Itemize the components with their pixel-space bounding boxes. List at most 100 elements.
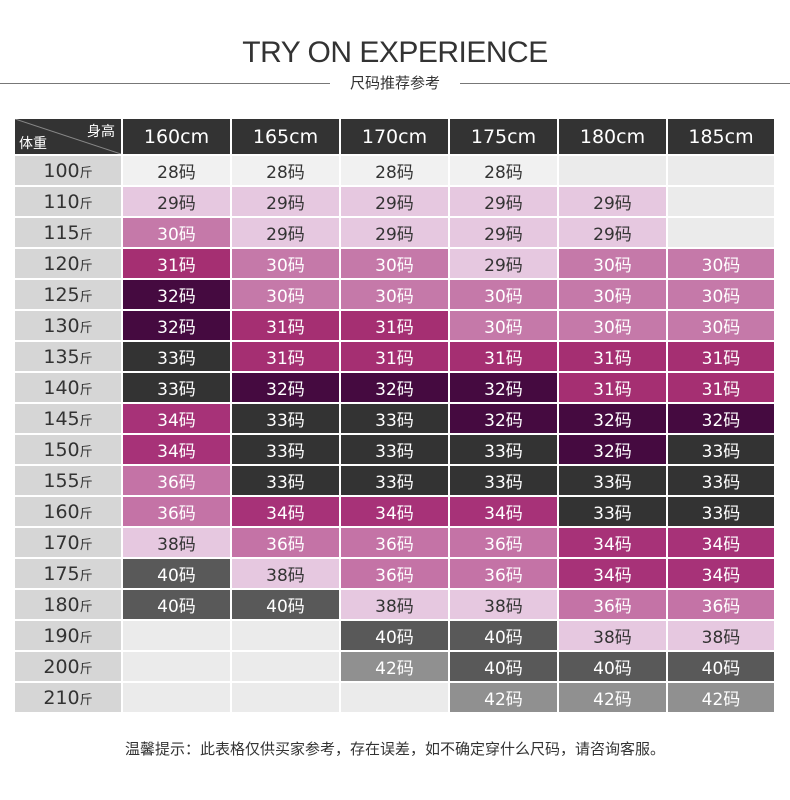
height-header-cell: 165cm bbox=[232, 119, 339, 154]
size-cell: 40码 bbox=[341, 621, 448, 650]
size-cell: 30码 bbox=[559, 311, 666, 340]
weight-unit: 斤 bbox=[79, 382, 93, 398]
height-header-cell: 160cm bbox=[123, 119, 230, 154]
size-cell: 38码 bbox=[123, 528, 230, 557]
size-cell: 36码 bbox=[123, 466, 230, 495]
size-cell: 36码 bbox=[232, 528, 339, 557]
weight-value: 180 bbox=[43, 593, 80, 616]
weight-cell: 110斤 bbox=[15, 187, 121, 216]
table-row: 190斤 40码 40码 38码 38码 bbox=[15, 621, 774, 650]
size-cell: 31码 bbox=[668, 342, 774, 371]
weight-value: 190 bbox=[43, 624, 80, 647]
size-cell: 40码 bbox=[559, 652, 666, 681]
size-cell: 36码 bbox=[341, 528, 448, 557]
size-cell: 36码 bbox=[668, 590, 774, 619]
weight-value: 100 bbox=[43, 159, 80, 182]
weight-value: 120 bbox=[43, 252, 80, 275]
size-cell: 28码 bbox=[123, 156, 230, 185]
size-cell: 30码 bbox=[668, 311, 774, 340]
weight-unit: 斤 bbox=[79, 692, 93, 708]
weight-cell: 190斤 bbox=[15, 621, 121, 650]
size-cell: 33码 bbox=[341, 404, 448, 433]
weight-unit: 斤 bbox=[79, 196, 93, 212]
size-cell: 34码 bbox=[559, 559, 666, 588]
size-cell: 33码 bbox=[232, 404, 339, 433]
size-cell: 29码 bbox=[450, 187, 557, 216]
table-row: 175斤 40码 38码 36码 36码 34码 34码 bbox=[15, 559, 774, 588]
weight-cell: 150斤 bbox=[15, 435, 121, 464]
weight-unit: 斤 bbox=[79, 506, 93, 522]
table-row: 140斤 33码 32码 32码 32码 31码 31码 bbox=[15, 373, 774, 402]
size-cell: 30码 bbox=[341, 280, 448, 309]
table-row: 130斤 32码 31码 31码 30码 30码 30码 bbox=[15, 311, 774, 340]
height-header-cell: 175cm bbox=[450, 119, 557, 154]
size-cell: 34码 bbox=[450, 497, 557, 526]
size-cell: 42码 bbox=[450, 683, 557, 712]
weight-cell: 115斤 bbox=[15, 218, 121, 247]
size-cell: 33码 bbox=[341, 466, 448, 495]
weight-unit: 斤 bbox=[79, 413, 93, 429]
size-cell: 40码 bbox=[450, 621, 557, 650]
size-cell: 33码 bbox=[668, 466, 774, 495]
size-cell: 30码 bbox=[668, 249, 774, 278]
size-cell: 40码 bbox=[668, 652, 774, 681]
weight-cell: 155斤 bbox=[15, 466, 121, 495]
size-cell: 33码 bbox=[559, 497, 666, 526]
size-cell: 32码 bbox=[450, 373, 557, 402]
size-cell: 34码 bbox=[341, 497, 448, 526]
table-row: 210斤 42码 42码 42码 bbox=[15, 683, 774, 712]
size-cell bbox=[123, 621, 230, 650]
size-cell: 34码 bbox=[559, 528, 666, 557]
size-cell: 38码 bbox=[450, 590, 557, 619]
size-cell: 32码 bbox=[559, 435, 666, 464]
size-cell bbox=[232, 683, 339, 712]
size-cell: 29码 bbox=[123, 187, 230, 216]
weight-value: 155 bbox=[43, 469, 80, 492]
size-cell: 36码 bbox=[450, 528, 557, 557]
size-cell: 30码 bbox=[450, 280, 557, 309]
size-cell: 29码 bbox=[341, 187, 448, 216]
size-cell: 28码 bbox=[232, 156, 339, 185]
size-cell: 33码 bbox=[123, 342, 230, 371]
size-cell: 40码 bbox=[232, 590, 339, 619]
weight-value: 160 bbox=[43, 500, 80, 523]
size-cell: 31码 bbox=[559, 342, 666, 371]
size-cell: 33码 bbox=[232, 435, 339, 464]
weight-cell: 140斤 bbox=[15, 373, 121, 402]
table-row: 120斤 31码 30码 30码 29码 30码 30码 bbox=[15, 249, 774, 278]
size-cell: 38码 bbox=[341, 590, 448, 619]
size-cell: 38码 bbox=[668, 621, 774, 650]
size-cell: 29码 bbox=[559, 218, 666, 247]
size-cell: 33码 bbox=[232, 466, 339, 495]
size-cell: 36码 bbox=[559, 590, 666, 619]
weight-cell: 210斤 bbox=[15, 683, 121, 712]
size-cell bbox=[123, 652, 230, 681]
table-row: 110斤 29码 29码 29码 29码 29码 bbox=[15, 187, 774, 216]
size-cell: 36码 bbox=[450, 559, 557, 588]
size-cell: 34码 bbox=[668, 559, 774, 588]
size-cell bbox=[232, 621, 339, 650]
weight-unit: 斤 bbox=[79, 537, 93, 553]
size-cell: 28码 bbox=[341, 156, 448, 185]
weight-unit: 斤 bbox=[79, 258, 93, 274]
subtitle-rule-right bbox=[460, 83, 790, 84]
size-cell: 42码 bbox=[668, 683, 774, 712]
size-cell: 40码 bbox=[123, 559, 230, 588]
diagonal-divider bbox=[15, 119, 121, 154]
weight-cell: 120斤 bbox=[15, 249, 121, 278]
size-cell: 32码 bbox=[341, 373, 448, 402]
weight-value: 140 bbox=[43, 376, 80, 399]
size-cell: 30码 bbox=[559, 280, 666, 309]
height-header-cell: 170cm bbox=[341, 119, 448, 154]
size-cell: 32码 bbox=[123, 280, 230, 309]
size-cell: 38码 bbox=[232, 559, 339, 588]
height-axis-label: 身高 bbox=[87, 124, 115, 140]
weight-cell: 170斤 bbox=[15, 528, 121, 557]
weight-cell: 145斤 bbox=[15, 404, 121, 433]
weight-unit: 斤 bbox=[79, 475, 93, 491]
size-cell: 28码 bbox=[450, 156, 557, 185]
weight-cell: 125斤 bbox=[15, 280, 121, 309]
size-cell bbox=[668, 187, 774, 216]
weight-cell: 130斤 bbox=[15, 311, 121, 340]
size-cell: 30码 bbox=[123, 218, 230, 247]
